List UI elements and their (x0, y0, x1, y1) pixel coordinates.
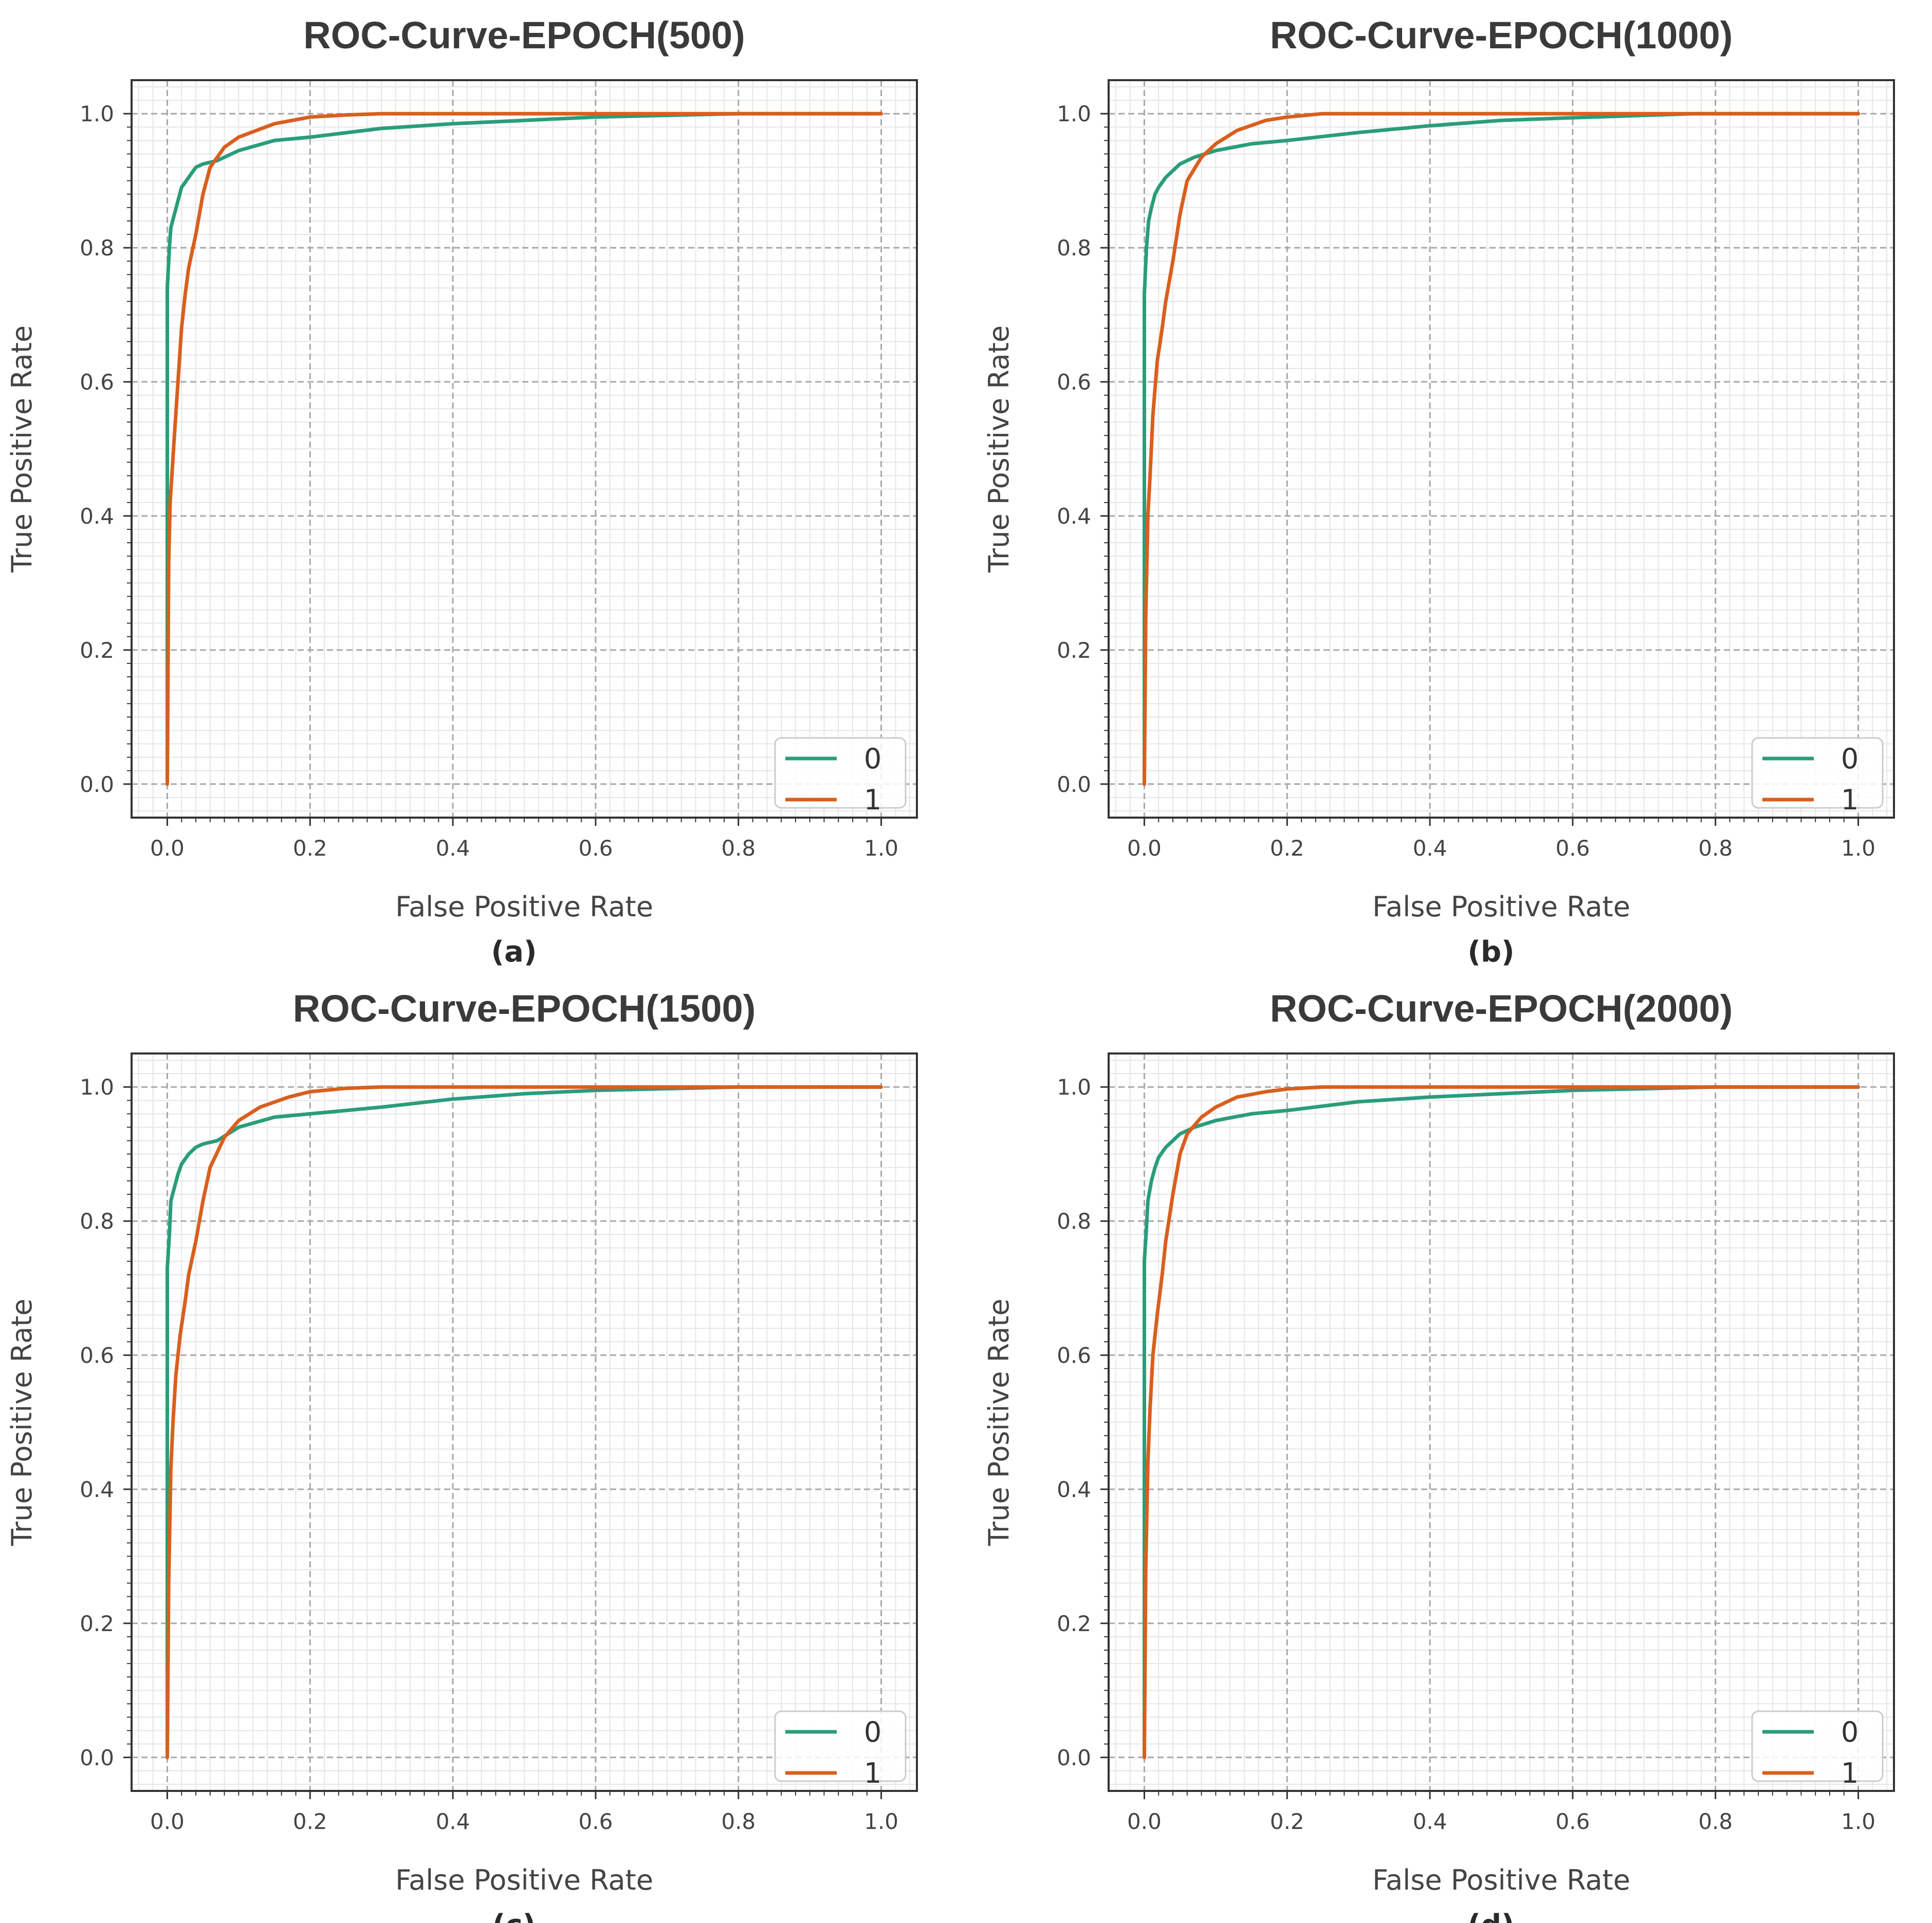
roc-series-1-line (165, 1085, 883, 1760)
y-tick-label: 0.4 (80, 1477, 114, 1502)
x-axis-label: False Positive Rate (1372, 891, 1630, 923)
axes-frame (1108, 1052, 1895, 1792)
axes-frame (131, 79, 918, 819)
legend-box (774, 737, 907, 809)
x-tick-label: 0.8 (1698, 836, 1733, 861)
y-tick-label: 0.8 (80, 235, 114, 261)
roc-panel-b: 0.0 0.2 0.4 0.6 0.8 1.0 0.0 0.2 0.4 0.6 0.8 1.0 0 1 RO… (983, 14, 1895, 969)
x-tick-label: 0.8 (721, 1809, 756, 1834)
roc-series-0-line (165, 1085, 883, 1760)
roc-series-1-line (165, 112, 883, 786)
y-tick-label: 0.8 (1057, 235, 1091, 261)
x-tick-label: 0.6 (1556, 1809, 1590, 1834)
y-axis-label: True Positive Rate (6, 325, 38, 573)
y-tick-label: 0.2 (80, 638, 114, 663)
y-tick-label: 1.0 (80, 1075, 114, 1100)
legend-label-1: 1 (864, 784, 881, 816)
x-axis-label: False Positive Rate (395, 1864, 653, 1896)
x-tick-label: 0.2 (293, 836, 327, 861)
x-tick-label: 1.0 (864, 1809, 898, 1834)
x-tick-label: 0.4 (1413, 1809, 1447, 1834)
y-tick-label: 0.6 (80, 1343, 114, 1368)
axes-frame (1108, 79, 1895, 819)
y-tick-label: 1.0 (1057, 101, 1091, 126)
x-tick-label: 0.0 (1127, 836, 1162, 861)
legend-label-1: 1 (1841, 784, 1859, 816)
legend-box (1751, 737, 1884, 809)
x-tick-label: 0.8 (1698, 1809, 1733, 1834)
panel-title: ROC-Curve-EPOCH(2000) (1270, 987, 1733, 1030)
x-tick-label: 0.6 (579, 836, 613, 861)
x-tick-label: 0.4 (436, 836, 470, 861)
y-axis-label: True Positive Rate (983, 325, 1015, 573)
y-tick-label: 0.0 (80, 772, 114, 797)
panel-label: (b) (1467, 935, 1514, 969)
y-tick-label: 0.0 (80, 1745, 114, 1770)
panel-title: ROC-Curve-EPOCH(1500) (293, 987, 756, 1030)
legend-box (774, 1710, 907, 1782)
y-tick-label: 0.6 (80, 369, 114, 395)
y-tick-label: 1.0 (80, 101, 114, 126)
x-tick-label: 1.0 (864, 836, 898, 861)
legend-label-1: 1 (864, 1757, 881, 1789)
x-tick-label: 0.2 (1270, 1809, 1304, 1834)
y-tick-label: 0.2 (1057, 638, 1091, 663)
legend-label-0: 0 (1841, 1716, 1859, 1748)
legend-label-1: 1 (1841, 1757, 1859, 1789)
panel-label: (c) (492, 1909, 536, 1923)
y-axis-label: True Positive Rate (6, 1299, 38, 1546)
x-tick-label: 0.4 (436, 1809, 470, 1834)
x-tick-label: 0.0 (150, 836, 185, 861)
x-tick-label: 0.0 (150, 1809, 185, 1834)
y-tick-label: 0.6 (1057, 369, 1091, 395)
y-tick-label: 0.4 (80, 504, 114, 529)
roc-panel-d: 0.0 0.2 0.4 0.6 0.8 1.0 0.0 0.2 0.4 0.6 0.8 1.0 0 1 RO… (983, 987, 1895, 1923)
panel-label: (a) (491, 935, 537, 969)
x-tick-label: 1.0 (1841, 1809, 1875, 1834)
roc-panel-c: 0.0 0.2 0.4 0.6 0.8 1.0 0.0 0.2 0.4 0.6 0.8 1.0 0 1 RO… (6, 987, 918, 1923)
panel-label: (d) (1467, 1909, 1514, 1923)
y-tick-label: 0.6 (1057, 1343, 1091, 1368)
x-tick-label: 0.0 (1127, 1809, 1162, 1834)
panel-title: ROC-Curve-EPOCH(500) (303, 14, 745, 57)
x-tick-label: 0.4 (1413, 836, 1447, 861)
roc-series-0-line (165, 112, 883, 786)
x-tick-label: 0.6 (1556, 836, 1590, 861)
x-tick-label: 1.0 (1841, 836, 1875, 861)
roc-series-0-line (1143, 1085, 1860, 1760)
y-tick-label: 0.0 (1057, 1745, 1091, 1770)
x-axis-label: False Positive Rate (1372, 1864, 1630, 1896)
legend-label-0: 0 (1841, 743, 1859, 775)
x-axis-label: False Positive Rate (395, 891, 653, 923)
y-tick-label: 0.0 (1057, 772, 1091, 797)
y-tick-label: 0.8 (1057, 1209, 1091, 1234)
panel-title: ROC-Curve-EPOCH(1000) (1270, 14, 1733, 57)
y-tick-label: 0.4 (1057, 1477, 1091, 1502)
legend-box (1751, 1710, 1884, 1782)
y-tick-label: 0.4 (1057, 504, 1091, 529)
x-tick-label: 0.8 (721, 836, 756, 861)
roc-series-1-line (1143, 112, 1860, 786)
y-tick-label: 0.8 (80, 1209, 114, 1234)
axes-frame (131, 1052, 918, 1792)
roc-series-0-line (1143, 112, 1860, 786)
y-tick-label: 1.0 (1057, 1075, 1091, 1100)
y-tick-label: 0.2 (1057, 1611, 1091, 1636)
y-tick-label: 0.2 (80, 1611, 114, 1636)
legend-label-0: 0 (864, 743, 881, 775)
x-tick-label: 0.2 (293, 1809, 327, 1834)
roc-panel-a: 0.0 0.2 0.4 0.6 0.8 1.0 0.0 0.2 0.4 0.6 0.8 1.0 0 1 RO… (6, 14, 918, 969)
y-axis-label: True Positive Rate (983, 1299, 1015, 1546)
legend-label-0: 0 (864, 1716, 881, 1748)
x-tick-label: 0.2 (1270, 836, 1304, 861)
x-tick-label: 0.6 (579, 1809, 613, 1834)
roc-series-1-line (1143, 1085, 1860, 1760)
